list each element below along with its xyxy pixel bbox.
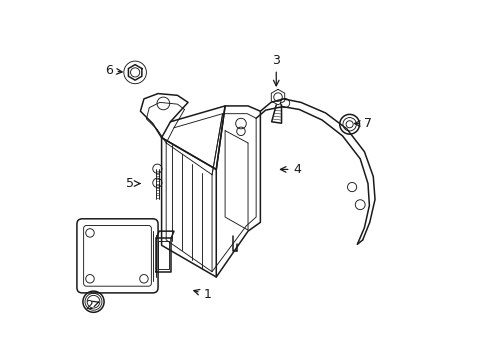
Text: 7: 7 bbox=[354, 117, 371, 130]
Text: 3: 3 bbox=[272, 54, 280, 86]
Text: 6: 6 bbox=[104, 64, 122, 77]
Text: 5: 5 bbox=[125, 177, 140, 190]
Text: 4: 4 bbox=[280, 163, 301, 176]
Text: 2: 2 bbox=[85, 299, 99, 312]
Text: 1: 1 bbox=[193, 288, 211, 301]
